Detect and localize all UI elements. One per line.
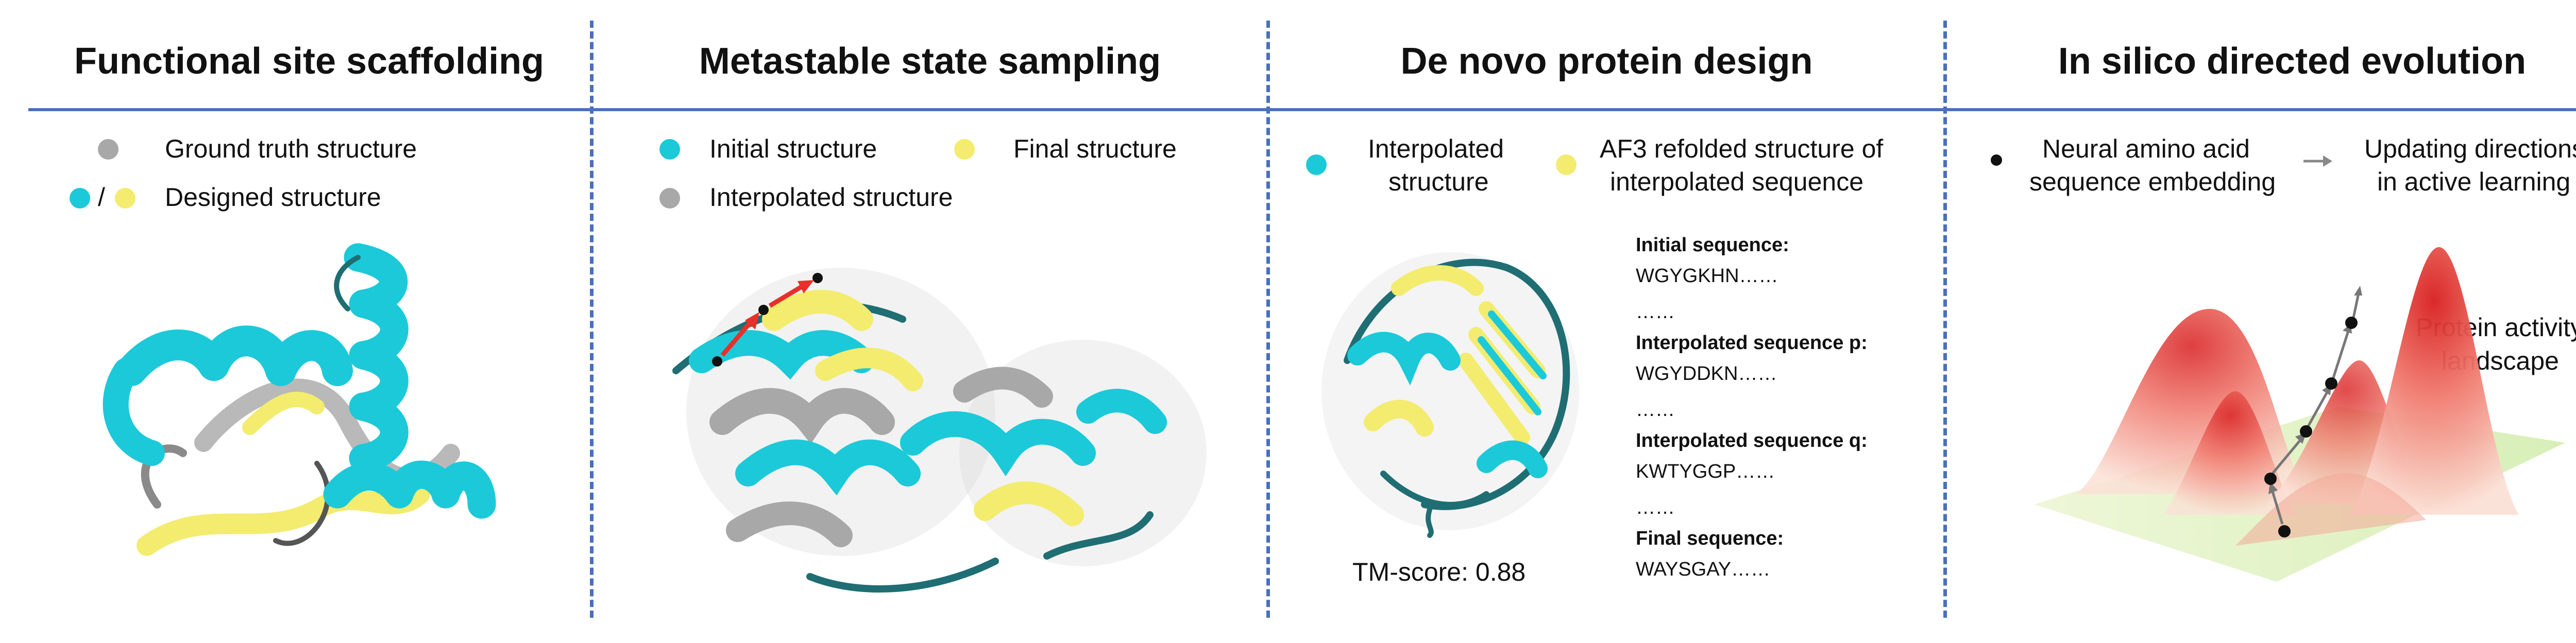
panel-separator-1: [590, 21, 594, 618]
arrow-icon: [2303, 155, 2332, 167]
legend-embedding-line1: Neural amino acid: [2042, 134, 2250, 163]
legend-initial: Initial structure: [709, 134, 877, 163]
panel-functional-site-scaffolding: Functional site scaffolding Ground truth…: [28, 0, 590, 643]
cyan-dot-icon: [1306, 154, 1327, 175]
metastable-structure-figure: [672, 268, 1207, 593]
ellipsis: ……: [1636, 497, 1675, 518]
ellipsis: ……: [1636, 399, 1675, 421]
legend-designed: Designed structure: [165, 183, 381, 212]
legend-interpolated: Interpolated structure: [709, 183, 953, 212]
legend-embedding-line2: sequence embedding: [2029, 167, 2276, 196]
legend-updating-line2: in active learning: [2377, 167, 2571, 196]
de-novo-structure-figure: [1321, 252, 1579, 538]
panel-title: In silico directed evolution: [2058, 41, 2527, 82]
yellow-dot-icon: [1556, 154, 1577, 175]
sequence-final-value: WAYSGAY……: [1636, 559, 1771, 580]
legend-separator: /: [98, 183, 105, 212]
black-dot-icon: [1991, 154, 2002, 166]
legend-interpolated-line2: structure: [1388, 167, 1489, 196]
sequence-final-label: Final sequence:: [1636, 528, 1784, 549]
panel-title: Metastable state sampling: [699, 41, 1161, 82]
tm-score: TM-score: 0.88: [1352, 558, 1526, 586]
sequence-q-label: Interpolated sequence q:: [1636, 430, 1868, 451]
sequence-p-label: Interpolated sequence p:: [1636, 332, 1868, 354]
panel-title: De novo protein design: [1400, 41, 1813, 82]
header-rule: [28, 108, 2576, 111]
activity-landscape-figure: [2035, 247, 2565, 582]
panel-separator-2: [1266, 21, 1270, 618]
gray-dot-icon: [98, 139, 118, 160]
legend-final: Final structure: [1013, 134, 1177, 163]
yellow-dot-icon: [115, 188, 135, 208]
legend-interpolated-line1: Interpolated: [1368, 134, 1504, 163]
legend-ground-truth: Ground truth structure: [165, 134, 417, 163]
sequence-initial-label: Initial sequence:: [1636, 234, 1789, 256]
sequence-p-value: WGYDDKN……: [1636, 363, 1777, 385]
legend-updating-line1: Updating directions: [2364, 134, 2576, 163]
cyan-dot-icon: [70, 188, 90, 208]
legend-af3-line2: interpolated sequence: [1610, 167, 1864, 196]
panel-separator-3: [1943, 21, 1947, 618]
scaffold-structure-figure: [103, 243, 496, 556]
gray-dot-icon: [659, 188, 680, 208]
sequence-initial-value: WGYGKHN……: [1636, 265, 1778, 287]
panel-metastable-state-sampling: Metastable state sampling Initial struct…: [594, 0, 1266, 643]
yellow-dot-icon: [954, 139, 975, 160]
sequence-q-value: KWTYGGP……: [1636, 461, 1775, 482]
ellipsis: ……: [1636, 301, 1675, 323]
panel-title: Functional site scaffolding: [74, 41, 545, 82]
cyan-dot-icon: [659, 139, 680, 160]
legend-af3-line1: AF3 refolded structure of: [1600, 134, 1884, 163]
panel-in-silico-directed-evolution: In silico directed evolution Neural amin…: [1947, 0, 2576, 643]
panel-de-novo-protein-design: De novo protein design Interpolated stru…: [1270, 0, 1943, 643]
